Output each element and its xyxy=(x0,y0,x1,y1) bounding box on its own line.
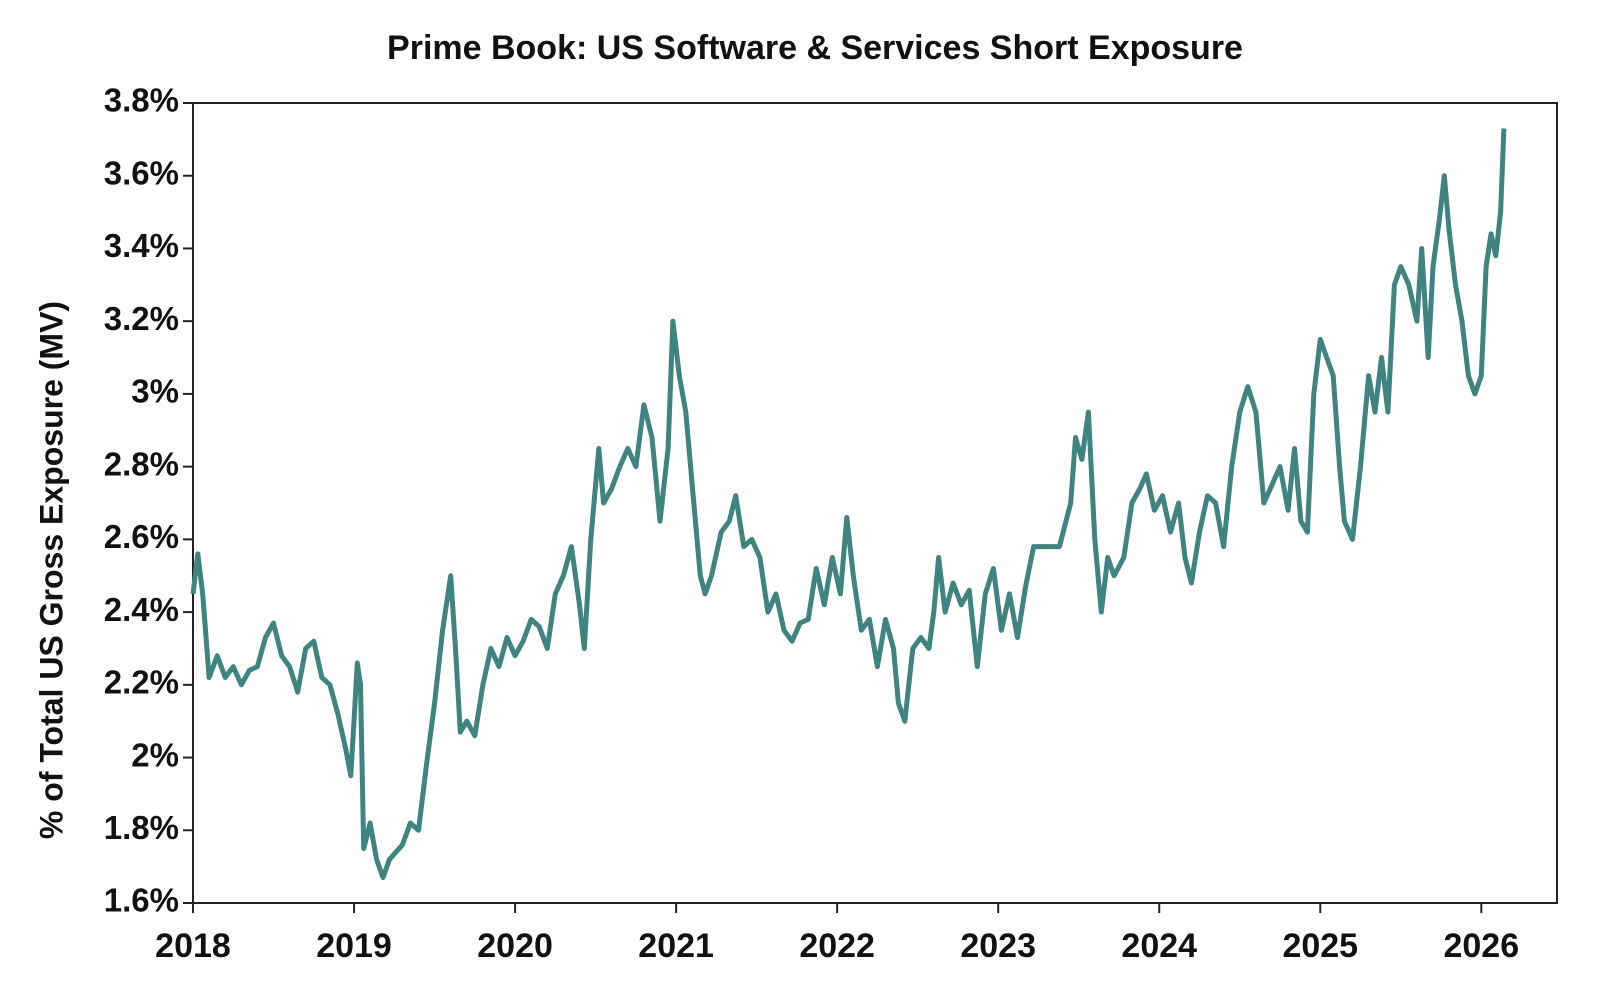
y-tick-label: 2.8% xyxy=(104,445,179,482)
y-tick-label: 2.4% xyxy=(104,591,179,628)
y-tick-label: 3.2% xyxy=(104,300,179,337)
y-tick-label: 3% xyxy=(131,373,179,410)
y-tick-label: 1.8% xyxy=(104,809,179,846)
x-tick-label: 2024 xyxy=(1121,927,1197,965)
y-tick-label: 2.2% xyxy=(104,664,179,701)
y-tick-label: 3.8% xyxy=(104,82,179,119)
x-tick-label: 2026 xyxy=(1443,927,1519,965)
x-tick-label: 2020 xyxy=(477,927,553,965)
x-tick-label: 2022 xyxy=(799,927,875,965)
y-tick-label: 3.4% xyxy=(104,227,179,264)
y-tick-label: 1.6% xyxy=(104,882,179,919)
y-axis-label: % of Total US Gross Exposure (MV) xyxy=(33,301,69,839)
y-tick-label: 2% xyxy=(131,736,179,773)
plot-frame xyxy=(192,102,1558,904)
x-tick-label: 2018 xyxy=(155,927,231,965)
x-tick-label: 2019 xyxy=(316,927,392,965)
x-tick-label: 2025 xyxy=(1282,927,1358,965)
x-tick-label: 2021 xyxy=(638,927,714,965)
y-tick-label: 2.6% xyxy=(104,518,179,555)
data-line xyxy=(190,128,1507,880)
y-tick-label: 3.6% xyxy=(104,154,179,191)
chart-title: Prime Book: US Software & Services Short… xyxy=(387,29,1243,67)
x-tick-label: 2023 xyxy=(960,927,1036,965)
